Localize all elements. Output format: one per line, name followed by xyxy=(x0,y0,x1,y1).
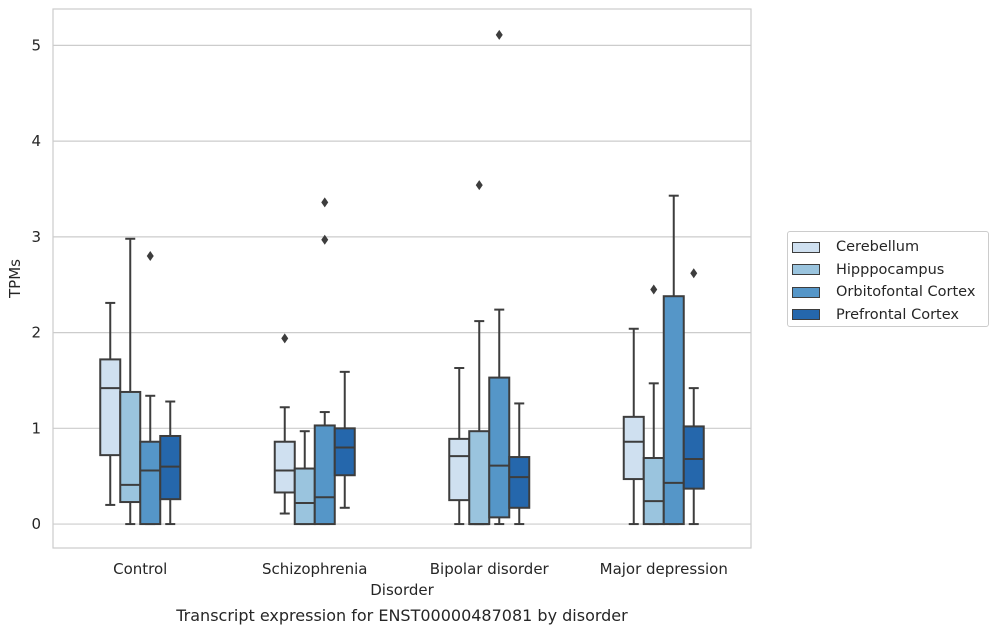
iqr-box xyxy=(313,424,336,526)
x-tick-label: Control xyxy=(113,560,167,578)
box-cerebellum xyxy=(99,301,122,506)
box-hipppocampus xyxy=(642,284,665,526)
y-tick-label: 0 xyxy=(31,515,41,533)
x-tick-labels: Control Schizophrenia Bipolar disorder Majo… xyxy=(113,560,728,578)
outlier-point xyxy=(495,29,503,40)
y-tick-label: 2 xyxy=(31,324,41,342)
y-tick-label: 4 xyxy=(31,132,41,150)
iqr-box xyxy=(488,376,511,519)
box-prefrontal-cortex xyxy=(333,370,356,509)
box-orbitofontal-cortex xyxy=(488,29,511,526)
y-tick-label: 3 xyxy=(31,228,41,246)
box-cerebellum xyxy=(622,327,645,526)
iqr-box xyxy=(662,295,685,526)
legend-item: Orbitofontal Cortex xyxy=(792,281,988,304)
iqr-box xyxy=(333,427,356,477)
iqr-box xyxy=(508,456,531,509)
box-hipppocampus xyxy=(293,430,316,526)
iqr-box xyxy=(448,437,471,502)
y-axis-label: TPMs xyxy=(6,259,24,299)
iqr-box xyxy=(293,467,316,526)
legend-label: Prefrontal Cortex xyxy=(836,306,959,323)
x-axis-label: Disorder xyxy=(370,581,434,599)
plot-frame xyxy=(52,8,752,549)
outlier-point xyxy=(690,268,698,279)
legend-item: Hipppocampus xyxy=(792,259,988,282)
iqr-box xyxy=(99,358,122,457)
iqr-box xyxy=(682,425,705,490)
box-orbitofontal-cortex xyxy=(662,194,685,526)
outlier-point xyxy=(321,234,329,245)
figure-caption: Transcript expression for ENST0000048708… xyxy=(176,606,628,625)
legend-label: Orbitofontal Cortex xyxy=(836,284,976,301)
box-cerebellum xyxy=(273,333,296,515)
legend-item: Prefrontal Cortex xyxy=(792,304,988,327)
iqr-box xyxy=(642,457,665,526)
legend-label: Cerebellum xyxy=(836,239,920,256)
legend-swatch xyxy=(792,264,820,276)
iqr-box xyxy=(468,430,491,526)
box-orbitofontal-cortex xyxy=(313,197,336,526)
box-prefrontal-cortex xyxy=(159,400,182,526)
legend-item: Cerebellum xyxy=(792,236,988,259)
x-tick-label: Major depression xyxy=(600,560,728,578)
y-tick-labels: 0 1 2 3 4 5 xyxy=(31,36,41,533)
outlier-point xyxy=(321,197,329,208)
outlier-point xyxy=(475,180,483,191)
outlier-point xyxy=(146,251,154,262)
box-prefrontal-cortex xyxy=(508,402,531,526)
box-groups xyxy=(99,29,705,526)
y-tick-label: 1 xyxy=(31,419,41,437)
iqr-box xyxy=(622,415,645,481)
y-tick-label: 5 xyxy=(31,36,41,54)
iqr-box xyxy=(139,440,162,526)
legend: Cerebellum Hipppocampus Orbitofontal Corte… xyxy=(787,231,989,327)
box-hipppocampus xyxy=(468,180,491,526)
legend-swatch xyxy=(792,286,820,298)
x-tick-label: Schizophrenia xyxy=(262,560,367,578)
box-hipppocampus xyxy=(119,237,142,526)
outlier-point xyxy=(650,284,658,295)
legend-swatch xyxy=(792,309,820,321)
x-tick-label: Bipolar disorder xyxy=(430,560,550,578)
legend-swatch xyxy=(792,241,820,253)
box-cerebellum xyxy=(448,367,471,526)
iqr-box xyxy=(273,440,296,494)
box-orbitofontal-cortex xyxy=(139,251,162,526)
outlier-point xyxy=(281,333,289,344)
legend-label: Hipppocampus xyxy=(836,261,945,278)
box-prefrontal-cortex xyxy=(682,268,705,526)
